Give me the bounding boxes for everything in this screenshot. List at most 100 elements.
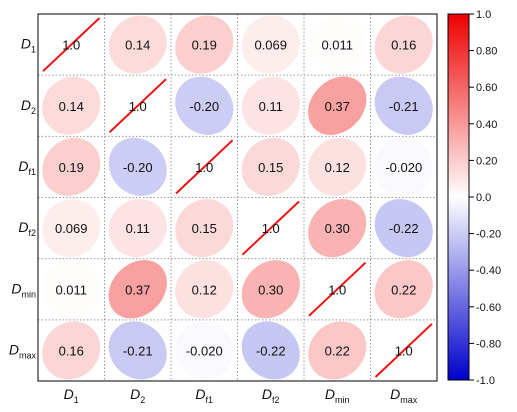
diagonal-line: [308, 261, 367, 317]
matrix-cell: -0.20: [108, 137, 167, 196]
column-label: D2: [130, 386, 145, 405]
cell-value: 0.11: [259, 99, 283, 114]
correlation-ellipse: [42, 321, 101, 380]
cell-value: 0.069: [55, 221, 88, 236]
matrix-grid: [37, 13, 438, 382]
axis-labels: D1 D1 D2 D2 Df1 Df1 Df2 Df2 Dmin Dmin Dmax Dmax: [9, 36, 418, 405]
matrix-cell: 0.14: [42, 76, 101, 135]
correlation-ellipse: [374, 260, 433, 319]
cell-value: 0.37: [325, 99, 350, 114]
cell-value: 0.37: [125, 282, 150, 297]
matrix-cell: 1.0: [108, 78, 167, 134]
cell-value: 1.0: [328, 282, 346, 297]
cell-value: 0.12: [192, 282, 217, 297]
colorbar-tick-label: -0.20: [476, 229, 501, 241]
row-label: D1: [21, 36, 36, 55]
row-label: D2: [21, 97, 36, 116]
correlation-ellipse: [108, 260, 167, 319]
cell-value: -0.22: [256, 343, 286, 358]
matrix-cell: 1.0: [374, 323, 433, 378]
colorbar-gradient: [447, 13, 470, 381]
colorbar-tick-label: 0.0: [476, 192, 491, 204]
correlation-ellipse: [108, 199, 167, 258]
correlation-ellipse: [374, 199, 433, 258]
cell-value: 0.12: [325, 160, 350, 175]
row-label: Dmin: [11, 280, 36, 299]
cell-value: 1.0: [395, 343, 413, 358]
matrix-cell: -0.22: [374, 199, 433, 258]
correlation-ellipse: [241, 260, 300, 319]
correlation-ellipse: [175, 199, 234, 258]
colorbar-tick-label: 0.20: [476, 155, 497, 167]
row-label: Df1: [18, 158, 36, 177]
matrix-cell: 0.30: [241, 260, 300, 319]
colorbar-tick-label: -0.80: [476, 338, 501, 350]
cell-value: 0.14: [59, 99, 84, 114]
matrix-cell: 0.16: [374, 15, 433, 74]
diagonal-line: [42, 17, 101, 72]
colorbar-tick-label: 0.80: [476, 46, 497, 58]
colorbar-tick-label: 0.60: [476, 82, 497, 94]
matrix-cell: 1.0: [175, 139, 234, 195]
matrix-cell: 0.011: [42, 260, 101, 319]
correlation-ellipse: [308, 321, 367, 380]
matrix-cell: 0.15: [175, 199, 234, 258]
column-label: D1: [64, 386, 79, 405]
cell-value: 0.15: [192, 221, 217, 236]
correlation-ellipse: [308, 198, 367, 258]
cell-value: 0.30: [258, 282, 283, 297]
matrix-cell: 0.14: [108, 15, 167, 74]
correlation-ellipse: [175, 321, 234, 380]
column-label: Dmin: [325, 386, 350, 405]
colorbar-tick-label: -0.60: [476, 302, 501, 314]
diagonal-line: [108, 78, 167, 134]
cell-value: -0.020: [186, 343, 223, 358]
column-label: Df2: [262, 386, 280, 405]
matrix-cell: 1.0: [241, 200, 300, 256]
correlation-ellipse: [374, 76, 433, 135]
cell-value: -0.22: [389, 221, 419, 236]
matrix-cell: -0.22: [241, 321, 300, 380]
cell-value: 1.0: [195, 160, 213, 175]
cell-value: 1.0: [129, 99, 147, 114]
cell-value: 1.0: [62, 38, 80, 53]
matrix-cell: 0.16: [42, 321, 101, 380]
cell-value: 0.14: [125, 38, 150, 53]
correlation-ellipse: [108, 321, 167, 380]
correlation-ellipse: [42, 260, 101, 319]
correlation-ellipse: [108, 137, 167, 196]
cell-value: 0.11: [126, 221, 150, 236]
matrix-cell: 0.12: [175, 260, 234, 319]
correlation-ellipse: [241, 321, 300, 380]
matrix-cell: -0.21: [374, 76, 433, 135]
matrix-cell: 0.22: [374, 260, 433, 319]
cell-value: 0.16: [391, 38, 416, 53]
correlation-ellipse: [374, 137, 433, 196]
correlation-ellipse: [42, 76, 101, 135]
matrix-cell: 0.19: [42, 137, 101, 196]
correlation-ellipse: [308, 137, 367, 196]
matrix-frame: [37, 13, 438, 382]
colorbar-tick-label: 0.40: [476, 119, 497, 131]
correlation-ellipse: [241, 15, 300, 74]
matrix-cell: -0.21: [108, 321, 167, 380]
correlation-ellipse: [42, 137, 101, 196]
matrix-cell: 0.30: [308, 198, 367, 258]
correlation-ellipse: [175, 260, 234, 319]
correlation-ellipse: [308, 15, 367, 74]
cell-value: 0.16: [59, 343, 84, 358]
cell-value: 1.0: [262, 221, 280, 236]
cell-value: -0.21: [123, 343, 153, 358]
correlation-ellipse: [308, 76, 367, 135]
diagonal-line: [241, 200, 300, 256]
matrix-cell: 0.19: [175, 15, 234, 74]
matrix-cell: 0.15: [241, 137, 300, 196]
matrix-cell: 1.0: [42, 17, 101, 72]
matrix-cell: -0.020: [374, 137, 433, 196]
matrix-cell: 0.11: [241, 76, 300, 135]
matrix-cell: 0.37: [108, 260, 167, 319]
correlation-ellipse: [108, 15, 167, 74]
matrix-cells: 1.0 0.14 0.19 0.069 0.011 0.16 0.14 1.0 -0.20 0.1…: [42, 15, 433, 380]
correlation-ellipse: [241, 76, 300, 135]
